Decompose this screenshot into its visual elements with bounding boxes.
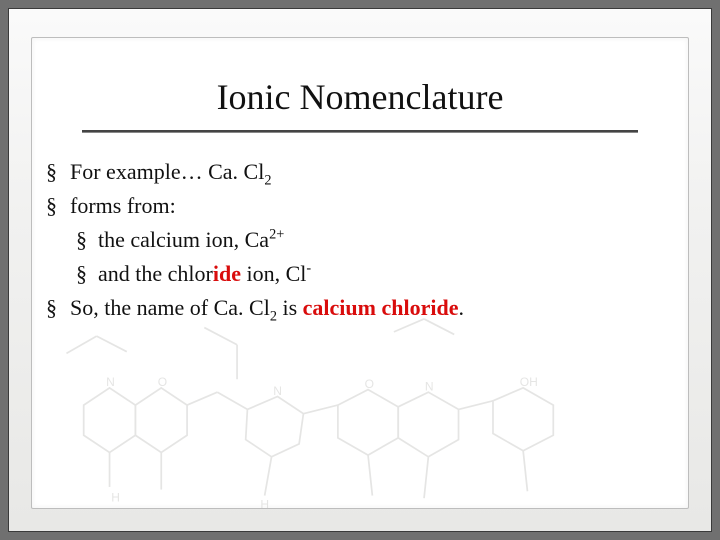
bullet-text: . <box>458 295 464 320</box>
svg-text:N: N <box>425 379 434 393</box>
subscript: 2 <box>264 172 271 188</box>
slide-title: Ionic Nomenclature <box>32 76 688 118</box>
svg-text:OH: OH <box>520 375 538 389</box>
svg-text:O: O <box>158 375 167 389</box>
bullet-text: is <box>277 295 303 320</box>
bullet-text: For example… Ca. Cl <box>70 159 264 184</box>
bullet-text: So, the name of Ca. Cl <box>70 295 270 320</box>
bullet-example: For example… Ca. Cl2 <box>42 156 673 188</box>
slide-outer-frame: N O N O N OH H H Ionic Nomenclature For … <box>8 8 712 532</box>
svg-text:H: H <box>111 490 120 504</box>
bullet-text: the calcium ion, Ca <box>98 227 269 252</box>
bullet-answer: So, the name of Ca. Cl2 is calcium chlor… <box>42 292 673 324</box>
slide-inner-frame: N O N O N OH H H Ionic Nomenclature For … <box>31 37 689 509</box>
bullet-text: ion, Cl <box>241 261 306 286</box>
svg-text:H: H <box>260 497 269 508</box>
suffix-ide: ide <box>213 261 241 286</box>
svg-text:O: O <box>365 376 374 390</box>
bullet-text: forms from: <box>70 193 176 218</box>
bullet-text: and the chlor <box>98 261 213 286</box>
bullet-calcium-ion: the calcium ion, Ca2+ <box>42 224 673 256</box>
svg-text:N: N <box>273 383 282 397</box>
svg-text:N: N <box>106 375 115 389</box>
bullet-forms-from: forms from: <box>42 190 673 222</box>
bullet-chloride-ion: and the chloride ion, Cl- <box>42 258 673 290</box>
slide-body: For example… Ca. Cl2 forms from: the cal… <box>42 156 673 325</box>
superscript: - <box>306 260 311 276</box>
title-underline <box>82 130 638 133</box>
superscript: 2+ <box>269 226 284 242</box>
subscript: 2 <box>270 308 277 324</box>
answer-name: calcium chloride <box>303 295 459 320</box>
